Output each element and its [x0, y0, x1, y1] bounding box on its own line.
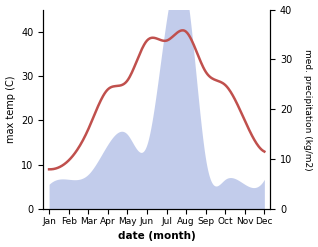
- X-axis label: date (month): date (month): [118, 231, 196, 242]
- Y-axis label: med. precipitation (kg/m2): med. precipitation (kg/m2): [303, 49, 313, 170]
- Y-axis label: max temp (C): max temp (C): [5, 76, 16, 143]
